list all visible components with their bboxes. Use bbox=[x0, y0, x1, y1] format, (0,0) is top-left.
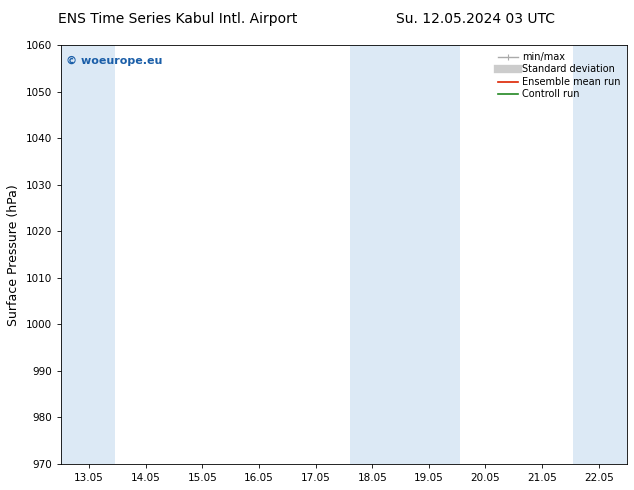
Text: © woeurope.eu: © woeurope.eu bbox=[67, 56, 163, 66]
Bar bbox=[573, 45, 627, 464]
Y-axis label: Surface Pressure (hPa): Surface Pressure (hPa) bbox=[7, 184, 20, 325]
Bar bbox=[61, 45, 115, 464]
Bar bbox=[349, 45, 460, 464]
Legend: min/max, Standard deviation, Ensemble mean run, Controll run: min/max, Standard deviation, Ensemble me… bbox=[496, 50, 622, 101]
Text: ENS Time Series Kabul Intl. Airport: ENS Time Series Kabul Intl. Airport bbox=[58, 12, 297, 26]
Text: Su. 12.05.2024 03 UTC: Su. 12.05.2024 03 UTC bbox=[396, 12, 555, 26]
